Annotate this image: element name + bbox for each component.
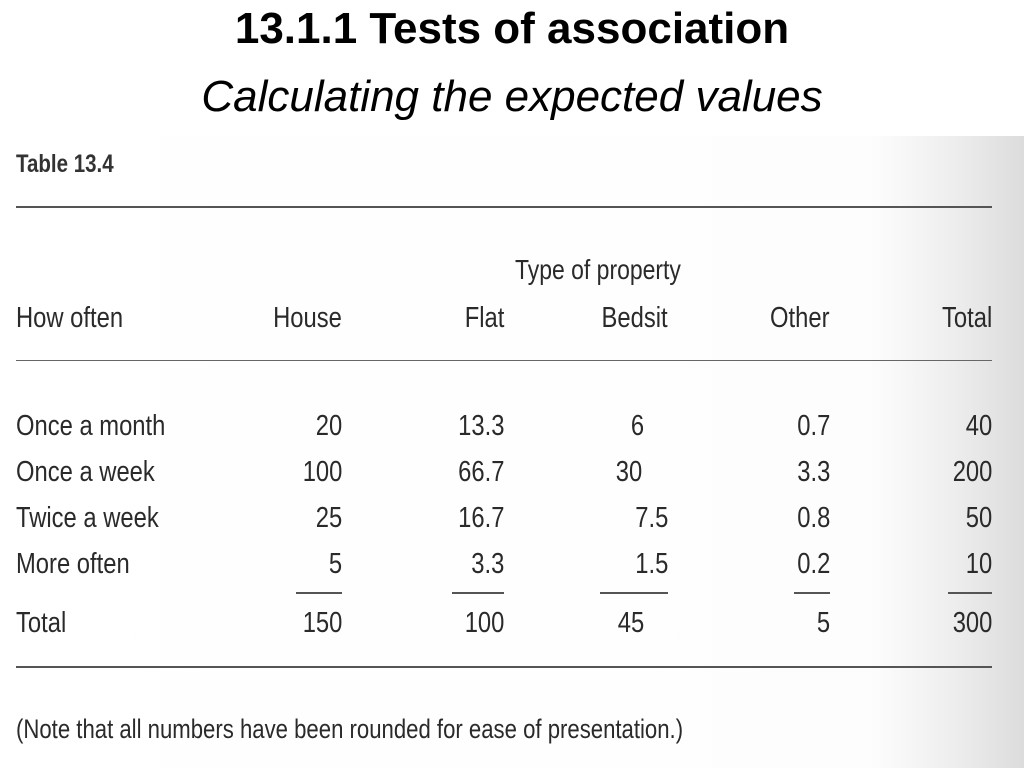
column-spanner-heading: Type of property <box>515 254 681 285</box>
sum-underline <box>600 592 668 594</box>
table-cell: 0.2 <box>796 548 830 580</box>
table-cell: 0.8 <box>796 502 830 534</box>
table-cell: 3.3 <box>796 456 830 488</box>
table-row-label: Once a month <box>16 410 166 442</box>
sum-underline <box>296 592 342 594</box>
table-label: Table 13.4 <box>16 150 114 178</box>
top-rule <box>16 206 992 208</box>
sum-underline <box>948 592 992 594</box>
total-cell: 100 <box>464 607 504 639</box>
table-cell: 7.5 <box>634 502 668 534</box>
table-cell: 200 <box>952 456 992 488</box>
slide-subtitle: Calculating the expected values <box>201 72 823 121</box>
table-cell: 50 <box>965 502 992 534</box>
table-row-label: More often <box>16 548 130 580</box>
table-cell: 30 <box>615 456 642 488</box>
total-row-label: Total <box>16 607 67 639</box>
header-other: Other <box>770 302 830 334</box>
table-note: (Note that all numbers have been rounded… <box>16 714 684 744</box>
header-total: Total <box>941 302 992 334</box>
table-cell: 20 <box>315 410 342 442</box>
total-cell: 5 <box>816 607 830 639</box>
table-cell: 66.7 <box>457 456 504 488</box>
scanned-table-image: Table 13.4 Type of property How often Ho… <box>0 136 1024 768</box>
table-cell: 25 <box>315 502 342 534</box>
header-flat: Flat <box>464 302 504 334</box>
table-cell: 1.5 <box>634 548 668 580</box>
header-how-often: How often <box>16 302 124 334</box>
table-row-label: Twice a week <box>16 502 159 534</box>
table-cell: 100 <box>302 456 342 488</box>
header-bedsit: Bedsit <box>601 302 668 334</box>
slide-title: 13.1.1 Tests of association <box>234 4 790 53</box>
total-cell: 45 <box>617 607 644 639</box>
table-cell: 16.7 <box>457 502 504 534</box>
table-cell: 6 <box>630 410 644 442</box>
total-cell: 150 <box>302 607 342 639</box>
table-cell: 10 <box>965 548 992 580</box>
header-rule <box>16 360 992 361</box>
sum-underline <box>794 592 830 594</box>
total-cell: 300 <box>952 607 992 639</box>
bottom-rule <box>16 666 992 668</box>
table-cell: 0.7 <box>796 410 830 442</box>
table-cell: 40 <box>965 410 992 442</box>
table-cell: 5 <box>328 548 342 580</box>
header-house: House <box>273 302 342 334</box>
table-cell: 3.3 <box>470 548 504 580</box>
sum-underline <box>452 592 504 594</box>
table-row-label: Once a week <box>16 456 155 488</box>
table-cell: 13.3 <box>457 410 504 442</box>
